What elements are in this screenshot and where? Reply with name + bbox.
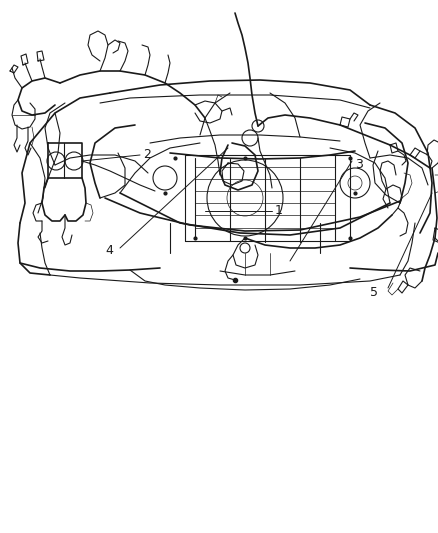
Text: 3: 3 [355,158,363,172]
Text: 2: 2 [143,149,151,161]
Text: 1: 1 [275,205,283,217]
Text: 4: 4 [105,245,113,257]
Text: 5: 5 [370,287,378,300]
